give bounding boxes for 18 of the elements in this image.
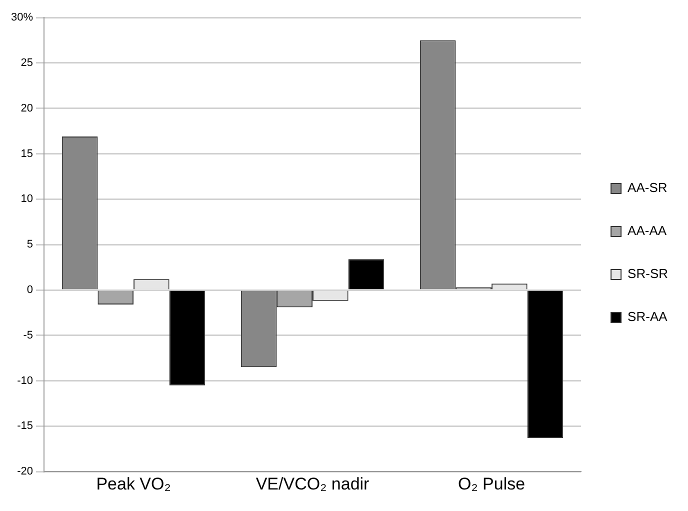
x-tick-label: O₂ Pulse [458,474,526,494]
y-tick-label: 0 [26,284,34,296]
y-tick-label: -20 [17,466,34,478]
legend-label: AA-AA [628,223,667,238]
x-tick-label: Peak VO₂ [96,474,171,494]
y-tick-label: -15 [17,420,34,432]
y-tick-label: 10 [20,193,34,206]
y-tick-label: -10 [17,374,34,387]
y-tick-label: 5 [26,238,34,251]
y-tick-label: 25 [20,57,34,70]
y-tick-label: 30% [10,12,34,24]
legend-label: SR-SR [628,266,668,282]
legend-label: SR-AA [628,309,668,324]
x-tick-label: VE/VCO₂ nadir [256,474,370,494]
legend-label: AA-SR [628,180,668,196]
y-tick-label: -5 [23,329,34,342]
y-tick-label: 15 [20,148,34,160]
y-tick-label: 20 [20,102,34,114]
